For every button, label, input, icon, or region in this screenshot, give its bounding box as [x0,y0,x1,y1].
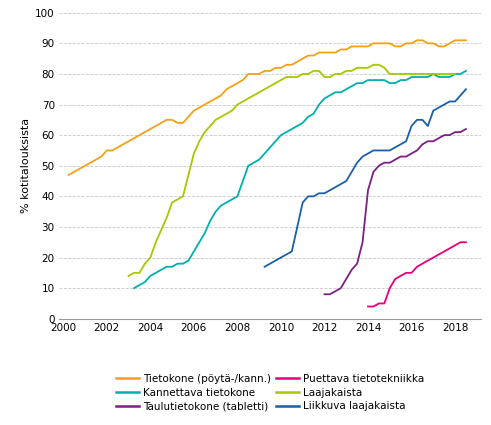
Legend: Tietokone (pöytä-/kann.), Kannettava tietokone, Taulutietokone (tabletti), Puett: Tietokone (pöytä-/kann.), Kannettava tie… [111,370,429,416]
Y-axis label: % kotitalouksista: % kotitalouksista [21,118,31,213]
